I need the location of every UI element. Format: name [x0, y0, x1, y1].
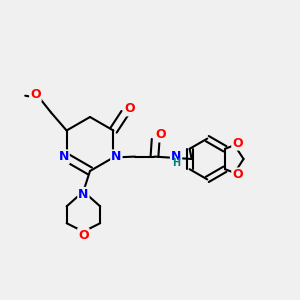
Text: O: O: [232, 168, 243, 182]
Text: O: O: [232, 136, 243, 150]
Text: O: O: [124, 102, 135, 116]
Text: N: N: [111, 150, 122, 164]
Text: N: N: [171, 150, 181, 163]
Text: N: N: [58, 150, 69, 164]
Text: N: N: [78, 188, 88, 201]
Text: O: O: [155, 128, 166, 142]
Text: O: O: [78, 229, 89, 242]
Text: O: O: [30, 88, 41, 101]
Text: H: H: [172, 158, 180, 168]
